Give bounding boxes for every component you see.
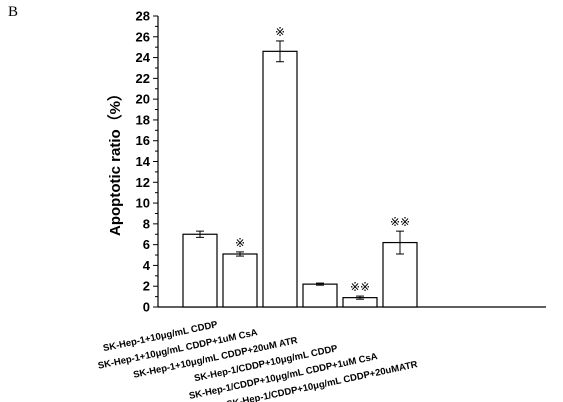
y-tick-label: 12 [136,175,150,190]
y-tick-label: 2 [143,279,150,294]
bars [182,50,418,308]
significance-label: ※ [275,25,285,39]
y-tick-label: 6 [143,237,150,252]
panel-letter: B [8,4,19,20]
bar [262,50,298,308]
bar [302,283,338,308]
y-tick-label: 26 [136,29,150,44]
significance-label: ※ [235,236,245,250]
y-tick-label: 10 [136,196,150,211]
y-tick-label: 16 [136,133,150,148]
error-bars [196,40,404,300]
y-tick-label: 18 [136,112,150,127]
y-tick-label: 8 [143,216,150,231]
y-tick-label: 14 [136,154,151,169]
y-tick-label: 28 [136,9,150,24]
significance-label: ※※ [390,215,410,229]
bar [222,253,258,308]
y-tick-label: 24 [136,50,151,65]
bar [182,233,218,308]
y-tick-label: 4 [143,258,151,273]
significance-marks: ※※※※※※ [235,25,410,294]
y-axis-label: Apoptotic ratio（%） [106,86,124,236]
y-tick-label: 22 [136,71,150,86]
y-tick-label: 0 [143,300,150,315]
y-tick-label: 20 [136,92,150,107]
significance-label: ※※ [350,280,370,294]
bar [382,241,418,308]
